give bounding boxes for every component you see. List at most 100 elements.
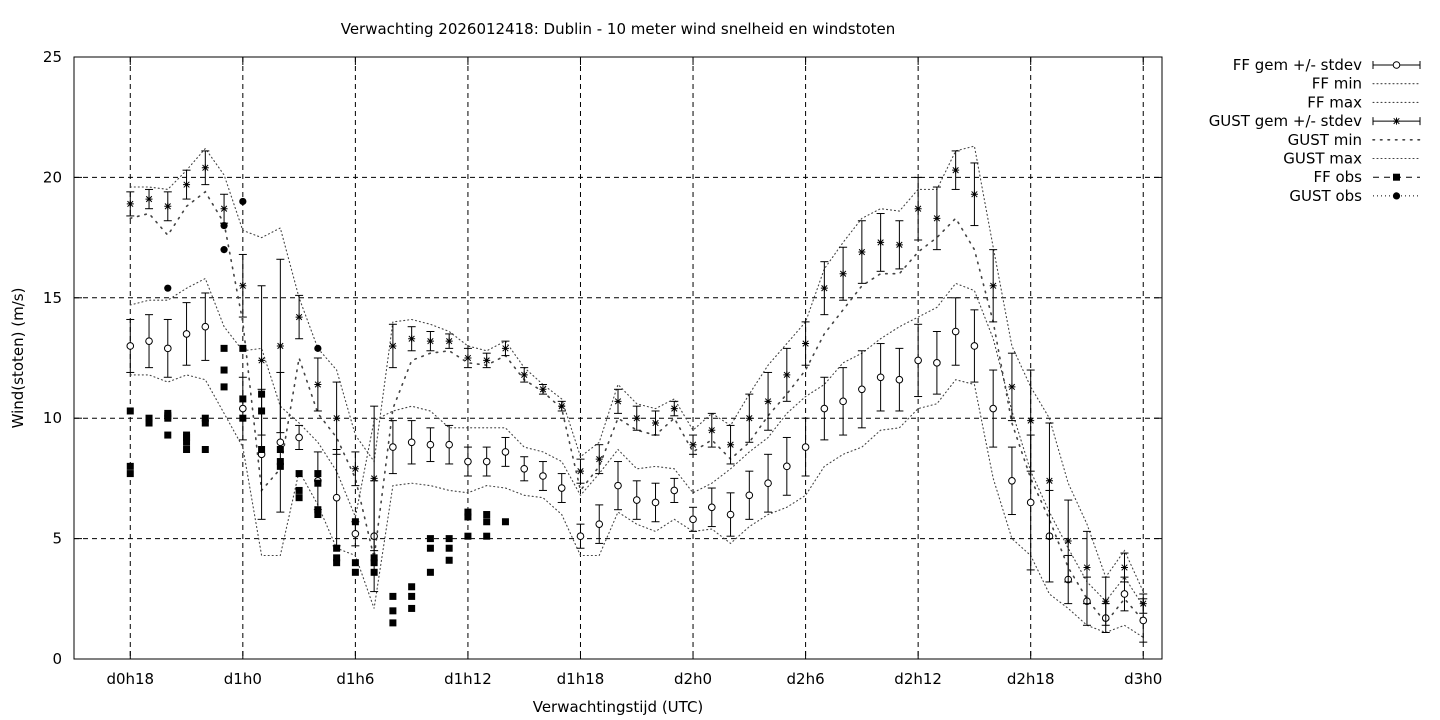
ff-obs-marker <box>295 470 303 478</box>
ff-obs-marker <box>351 568 359 576</box>
gust-mean-point <box>595 444 604 475</box>
ff-obs-marker <box>445 556 453 564</box>
ff-mean-point <box>970 309 979 383</box>
gust-obs-marker <box>314 344 322 352</box>
gust-mean-point <box>557 400 566 412</box>
ff-mean-marker <box>426 440 435 449</box>
ff-mean-point <box>407 420 416 465</box>
gust-mean-point <box>313 357 322 412</box>
legend-label: GUST max <box>1283 150 1362 168</box>
ff-obs-marker <box>408 592 416 600</box>
gust-mean-marker <box>839 270 847 278</box>
gust-mean-point <box>895 220 904 270</box>
gust-obs-marker <box>220 246 228 254</box>
ff-mean-marker <box>1139 616 1148 625</box>
gust-mean-point <box>145 188 154 210</box>
axis-layer: 0 5 10 15 20 25 d0h18 d1h0 d1h6 d1h12 d1h18 d2h0 d2h… <box>43 48 1162 688</box>
gust-mean-point <box>614 388 622 414</box>
gust-mean-point <box>1120 552 1129 583</box>
x-tick-label: d3h0 <box>1124 670 1162 688</box>
legend-marker <box>1392 61 1401 69</box>
ff-mean-marker <box>276 438 285 447</box>
ff-obs-marker <box>314 511 322 519</box>
ff-mean-marker <box>1026 498 1035 507</box>
ff-mean-point <box>989 369 998 448</box>
ff-mean-point <box>951 297 960 366</box>
gust-mean-point <box>463 347 472 369</box>
gust-mean-point <box>520 367 529 383</box>
gust-mean-marker <box>633 414 641 422</box>
ff-mean-marker <box>689 515 697 524</box>
gust-mean-point <box>576 458 585 484</box>
line-ff-min <box>129 374 1144 638</box>
gust-mean-marker <box>295 313 303 321</box>
ff-obs-marker <box>258 446 266 454</box>
errorbar-layer <box>126 150 1148 643</box>
ff-mean-marker <box>389 443 397 451</box>
legend-item: FF max <box>1307 93 1421 111</box>
ff-obs-marker <box>483 532 491 540</box>
y-tick-label: 5 <box>52 530 62 548</box>
gust-mean-marker <box>764 397 772 405</box>
ff-obs-marker <box>464 513 472 521</box>
ff-obs-marker <box>314 470 322 478</box>
ff-mean-marker <box>332 493 341 502</box>
ff-mean-point <box>614 461 622 511</box>
gust-mean-marker <box>952 166 960 174</box>
x-tick-label: d1h6 <box>336 670 374 688</box>
x-tick-label: d0h18 <box>106 670 154 688</box>
ff-mean-point <box>895 347 904 412</box>
gust-mean-marker <box>708 426 716 434</box>
ff-obs-marker <box>183 431 191 439</box>
ff-mean-marker <box>239 404 247 413</box>
gust-mean-marker <box>464 354 472 362</box>
gust-mean-point <box>876 213 885 272</box>
gust-mean-marker <box>652 419 660 427</box>
gust-mean-marker <box>933 214 941 222</box>
ff-mean-marker <box>801 443 810 451</box>
ff-obs-marker <box>445 544 453 552</box>
legend-item: GUST max <box>1283 150 1421 168</box>
gust-mean-marker <box>1102 597 1110 605</box>
ff-mean-point <box>388 420 397 475</box>
ff-mean-point <box>876 343 885 412</box>
min-max-lines-layer <box>129 145 1144 638</box>
ff-obs-marker <box>464 508 472 516</box>
ff-obs-marker <box>276 446 284 454</box>
ff-mean-marker <box>182 330 191 338</box>
ff-obs-marker <box>333 559 341 567</box>
line-gust-max <box>129 145 1144 593</box>
gust-mean-marker <box>220 205 228 213</box>
ff-mean-point <box>557 473 566 503</box>
ff-obs-marker <box>126 470 134 478</box>
gust-mean-marker <box>614 397 622 405</box>
gust-mean-point <box>914 176 923 241</box>
legend-label: FF gem +/- stdev <box>1233 56 1362 74</box>
ff-mean-marker <box>707 503 716 512</box>
ff-mean-marker <box>914 356 922 365</box>
ff-mean-marker <box>464 457 472 466</box>
ff-mean-marker <box>1120 590 1129 598</box>
gust-mean-marker <box>501 344 509 352</box>
ff-obs-marker <box>351 518 359 526</box>
line-gust-min <box>129 190 1144 625</box>
gust-mean-point <box>295 294 304 340</box>
gust-mean-point <box>388 323 397 369</box>
ff-mean-marker <box>764 479 772 488</box>
ff-mean-point <box>782 436 791 496</box>
ff-mean-point <box>445 424 454 465</box>
ff-mean-point <box>351 521 360 547</box>
gust-mean-marker <box>408 335 416 343</box>
gust-mean-marker <box>239 282 247 290</box>
gust-mean-marker <box>576 467 584 475</box>
ff-mean-point <box>801 417 810 477</box>
y-tick-label: 25 <box>43 48 62 66</box>
ff-mean-marker <box>820 404 829 413</box>
gust-mean-point <box>1045 422 1054 540</box>
ff-obs-marker <box>164 431 172 439</box>
gust-mean-point <box>951 150 960 190</box>
ff-mean-point <box>595 504 604 544</box>
gust-mean-marker <box>126 200 134 208</box>
ff-mean-point <box>182 302 191 366</box>
